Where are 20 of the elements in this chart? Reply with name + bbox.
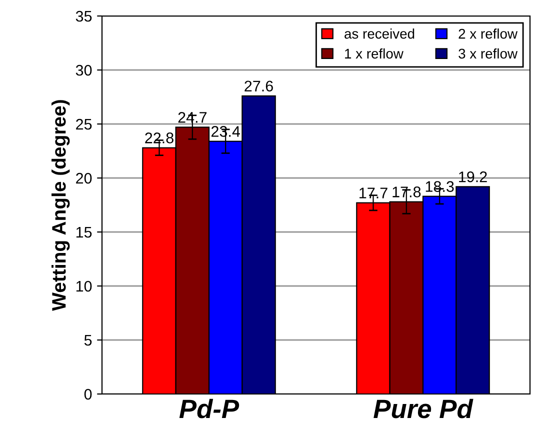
legend-label: as received bbox=[344, 28, 414, 39]
y-tick-label: 30 bbox=[76, 64, 92, 76]
x-tick-label: Pd-P bbox=[179, 398, 240, 418]
y-tick-label: 5 bbox=[84, 335, 92, 346]
legend-label: 1 x reflow bbox=[345, 48, 404, 59]
legend-label: 3 x reflow bbox=[458, 48, 518, 59]
data-label: 27.6 bbox=[244, 80, 273, 92]
data-label: 19.2 bbox=[459, 171, 487, 182]
data-label: 22.8 bbox=[145, 132, 174, 144]
legend-label: 2 x reflow bbox=[458, 28, 518, 39]
y-axis-title: Wetting Angle (degree) bbox=[52, 100, 70, 311]
y-tick-label: 25 bbox=[76, 118, 92, 130]
x-tick-label: Pure Pd bbox=[374, 398, 474, 418]
y-tick-label: 15 bbox=[76, 227, 92, 238]
data-label: 18.3 bbox=[426, 181, 454, 192]
y-tick-label: 0 bbox=[84, 388, 92, 400]
y-tick-label: 20 bbox=[76, 172, 92, 184]
y-tick-label: 10 bbox=[76, 280, 92, 292]
y-tick-label: 35 bbox=[76, 10, 92, 22]
data-label: 17.7 bbox=[360, 188, 388, 198]
